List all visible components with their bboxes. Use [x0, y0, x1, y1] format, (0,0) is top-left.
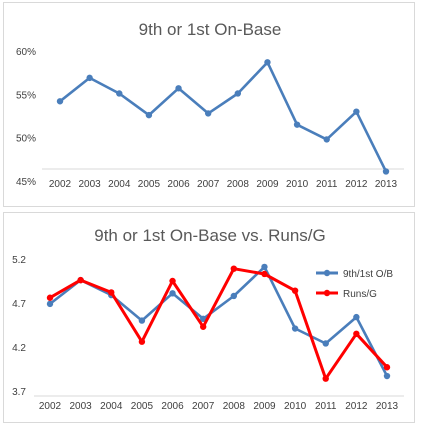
chart2-data-point	[199, 323, 207, 330]
on-base-vs-runs-chart: 9th or 1st On-Base vs. Runs/G 3.7 4.2 4.7 5.…	[12, 226, 404, 412]
chart1-title: 9th or 1st On-Base	[139, 20, 282, 39]
chart2-y-tick-label: 4.7	[12, 299, 26, 310]
chart1-data-point	[293, 121, 301, 128]
chart1-series-line	[58, 60, 388, 173]
on-base-vs-runs-chart-panel: 9th or 1st On-Base vs. Runs/G 3.7 4.2 4.7 5.…	[3, 212, 415, 423]
chart2-data-point	[291, 287, 299, 294]
chart2-data-point	[383, 372, 391, 380]
chart1-x-tick-label: 2008	[227, 179, 250, 190]
chart2-x-tick-label: 2013	[376, 401, 399, 412]
chart1-y-tick-label: 50%	[16, 134, 36, 145]
chart1-data-point	[204, 110, 212, 117]
chart1-data-point	[323, 136, 330, 143]
chart1-y-tick-label: 45%	[16, 177, 36, 188]
chart1-x-tick-label: 2005	[138, 179, 161, 190]
chart1-x-tick-label: 2002	[49, 179, 72, 190]
chart2-x-tick-label: 2003	[70, 401, 93, 412]
chart1-x-tick-label: 2010	[286, 179, 309, 190]
chart2-y-tick-label: 4.2	[12, 343, 26, 354]
chart2-x-tick-label: 2009	[253, 401, 276, 412]
chart2-data-point	[383, 364, 391, 371]
chart2-data-point	[322, 340, 329, 347]
chart1-y-tick-label: 60%	[16, 47, 36, 58]
chart2-legend-marker	[323, 289, 331, 297]
chart1-x-tick-label: 2011	[316, 179, 338, 190]
chart2-y-tick-label: 3.7	[12, 387, 26, 398]
chart1-x-tick-label: 2007	[197, 179, 220, 190]
chart2-data-point	[322, 375, 329, 382]
chart2-x-tick-label: 2002	[39, 401, 62, 412]
chart1-data-point	[234, 90, 242, 97]
chart2-data-point	[261, 263, 268, 271]
chart2-data-point	[353, 313, 360, 321]
on-base-chart: 9th or 1st On-Base 45% 50% 55% 60% 2002 2003 20…	[16, 20, 404, 190]
chart1-data-point	[86, 74, 93, 82]
chart2-legend-label: Runs/G	[343, 289, 377, 300]
chart1-x-tick-label: 2009	[256, 179, 279, 190]
chart2-data-point	[291, 325, 299, 332]
chart1-data-point	[353, 108, 360, 115]
on-base-chart-panel: 9th or 1st On-Base 45% 50% 55% 60% 2002 2003 20…	[3, 2, 415, 207]
chart2-data-point	[108, 289, 115, 296]
chart2-x-tick-label: 2008	[223, 401, 246, 412]
chart2-x-tick-label: 2012	[345, 401, 368, 412]
chart2-series-line	[48, 267, 389, 381]
chart2-data-point	[46, 300, 54, 308]
chart2-data-point	[138, 338, 146, 345]
chart2-x-tick-label: 2004	[100, 401, 123, 412]
chart1-data-point	[116, 90, 123, 97]
chart1-y-tick-label: 55%	[16, 90, 36, 101]
chart2-title: 9th or 1st On-Base vs. Runs/G	[94, 226, 325, 245]
chart1-x-tick-label: 2013	[375, 179, 398, 190]
chart1-data-point	[175, 85, 182, 92]
chart2-y-tick-label: 5.2	[12, 255, 26, 266]
chart2-data-point	[230, 265, 238, 272]
chart1-x-tick-label: 2006	[167, 179, 190, 190]
chart2-data-point	[230, 292, 238, 300]
chart1-data-point	[56, 98, 64, 105]
chart2-data-point	[199, 315, 207, 323]
chart2-data-point	[169, 277, 176, 285]
chart1-data-point	[264, 59, 271, 66]
chart1-x-tick-label: 2012	[345, 179, 368, 190]
chart2-data-point	[353, 330, 360, 337]
chart1-data-point	[145, 111, 153, 119]
chart2-data-point	[77, 276, 84, 284]
chart2-x-tick-label: 2005	[131, 401, 154, 412]
chart2-series-line	[48, 265, 389, 378]
chart2-data-point	[138, 317, 146, 324]
chart2-legend-marker	[323, 269, 331, 277]
chart2-x-tick-label: 2011	[315, 401, 337, 412]
chart1-data-point	[382, 168, 390, 175]
chart2-data-point	[169, 290, 176, 297]
chart2-legend-label: 9th/1st O/B	[343, 269, 393, 280]
chart2-data-point	[261, 270, 268, 278]
chart2-x-tick-label: 2010	[284, 401, 307, 412]
chart2-data-point	[46, 294, 54, 301]
chart2-x-tick-label: 2007	[192, 401, 215, 412]
chart1-x-tick-label: 2004	[108, 179, 131, 190]
chart2-x-tick-label: 2006	[161, 401, 184, 412]
chart1-x-tick-label: 2003	[79, 179, 102, 190]
